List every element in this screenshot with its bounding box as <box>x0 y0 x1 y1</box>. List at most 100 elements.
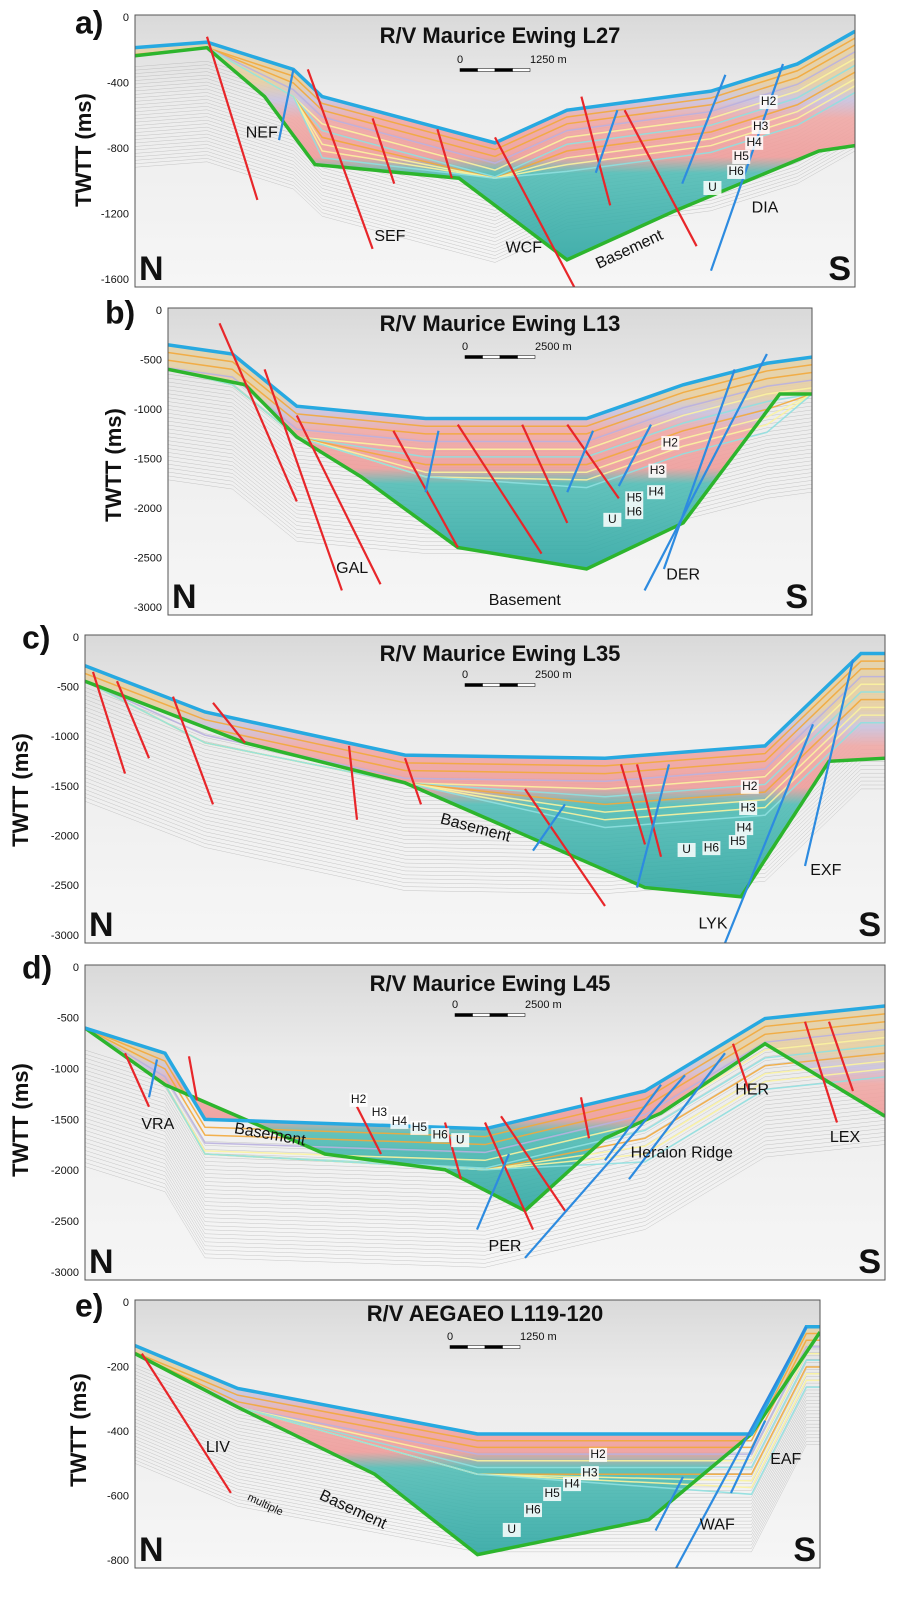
fault-red <box>187 1056 199 1101</box>
reflector <box>135 136 855 249</box>
fault-blue <box>532 803 566 852</box>
panel-label: e) <box>75 1287 103 1323</box>
scale-segment <box>512 68 531 72</box>
annotation-box <box>661 436 680 451</box>
scale-segment <box>472 1013 491 1017</box>
south-label: S <box>785 578 808 616</box>
profile <box>135 1300 820 1568</box>
y-tick-label: -800 <box>107 143 129 155</box>
reflector <box>135 140 855 253</box>
horizon <box>135 46 855 179</box>
annotation: Heraion Ridge <box>631 1144 733 1161</box>
y-axis-label: TWTT (ms) <box>66 1373 91 1487</box>
annotation-box <box>580 1466 599 1481</box>
fault-blue <box>803 659 855 867</box>
reflector <box>85 1108 885 1232</box>
annotation-box <box>740 779 759 794</box>
fault-red <box>579 1097 591 1139</box>
annotation: H5 <box>730 834 746 848</box>
y-tick-label: -500 <box>57 682 79 694</box>
annotation: H6 <box>704 840 720 854</box>
y-axis-label: TWTT (ms) <box>71 93 96 207</box>
y-tick-label: -1200 <box>101 208 129 220</box>
fault-red <box>731 1043 751 1092</box>
profile <box>85 635 885 943</box>
north-label: N <box>139 250 164 288</box>
horizon <box>135 37 855 151</box>
annotation-box <box>745 135 764 150</box>
fault-blue <box>566 430 595 493</box>
fault-red <box>347 745 359 820</box>
y-tick-label: -2000 <box>51 1165 79 1177</box>
scale-segment <box>449 1345 468 1349</box>
y-tick-label: -2000 <box>134 503 162 515</box>
fault-red <box>524 788 606 907</box>
reflector <box>85 1104 885 1228</box>
reflector <box>85 1071 885 1196</box>
y-tick-label: 0 <box>73 962 79 974</box>
scale-end: 2500 m <box>525 999 562 1011</box>
reflector <box>135 1434 820 1542</box>
reflector <box>85 780 885 887</box>
seafloor-line <box>85 651 885 760</box>
y-tick-label: -1500 <box>51 1114 79 1126</box>
north-label: N <box>139 1531 164 1569</box>
y-tick-label: 0 <box>73 632 79 644</box>
annotation-box <box>431 1128 450 1143</box>
scale-segment <box>482 355 501 359</box>
horizon <box>85 675 885 783</box>
annotation: H2 <box>663 435 679 449</box>
scale-segment <box>477 68 496 72</box>
reflector <box>85 1124 885 1248</box>
north-label: N <box>172 578 197 616</box>
annotation: U <box>608 512 617 526</box>
scale-end: 2500 m <box>535 341 572 353</box>
annotation: U <box>456 1132 465 1146</box>
fault-red <box>623 109 698 247</box>
y-tick-label: -2500 <box>51 1216 79 1228</box>
south-label: S <box>858 1243 881 1281</box>
scale-segment <box>454 1013 473 1017</box>
annotation: H3 <box>741 800 757 814</box>
y-tick-label: 0 <box>123 12 129 24</box>
annotation-box <box>523 1503 542 1518</box>
annotation-box <box>502 1522 521 1537</box>
scale-segment <box>482 683 501 687</box>
annotation-box <box>759 95 778 110</box>
annotation: H2 <box>590 1447 606 1461</box>
frame <box>134 1299 821 1569</box>
y-tick-label: -600 <box>107 1490 129 1502</box>
fault-red <box>263 369 343 591</box>
annotation-box <box>625 491 644 506</box>
panel-title: R/V Maurice Ewing L45 <box>370 971 611 996</box>
basin-fill <box>135 31 855 260</box>
annotation: H6 <box>627 504 643 518</box>
reflector <box>85 1120 885 1244</box>
fault-blue <box>635 764 671 888</box>
reflector <box>135 1440 820 1549</box>
profile <box>168 308 812 615</box>
basin-fill <box>85 653 885 897</box>
reflector <box>85 1136 885 1260</box>
annotation: HER <box>735 1081 769 1098</box>
reflector <box>85 1112 885 1236</box>
annotation-box <box>603 512 622 527</box>
y-axis-label: TWTT (ms) <box>8 1063 33 1177</box>
y-tick-label: -500 <box>57 1013 79 1025</box>
fault-red <box>218 322 298 502</box>
fault-blue <box>424 430 440 493</box>
annotation: Basement <box>489 592 562 609</box>
annotation: H5 <box>544 1486 560 1500</box>
horizon <box>168 368 812 489</box>
annotation-box <box>677 842 696 857</box>
annotation-box <box>739 801 758 816</box>
fault-red <box>500 1115 566 1212</box>
annotation-box <box>727 164 746 179</box>
annotation-box <box>543 1487 562 1502</box>
panel: e) R/V AEGAEO L119-120 0 1250 m TWTT (ms) 0 -2… <box>66 1287 821 1569</box>
reflector <box>85 1100 885 1224</box>
y-tick-label: -1500 <box>51 781 79 793</box>
scale-segment <box>517 683 536 687</box>
y-tick-label: -2500 <box>51 880 79 892</box>
horizon <box>85 1020 885 1146</box>
